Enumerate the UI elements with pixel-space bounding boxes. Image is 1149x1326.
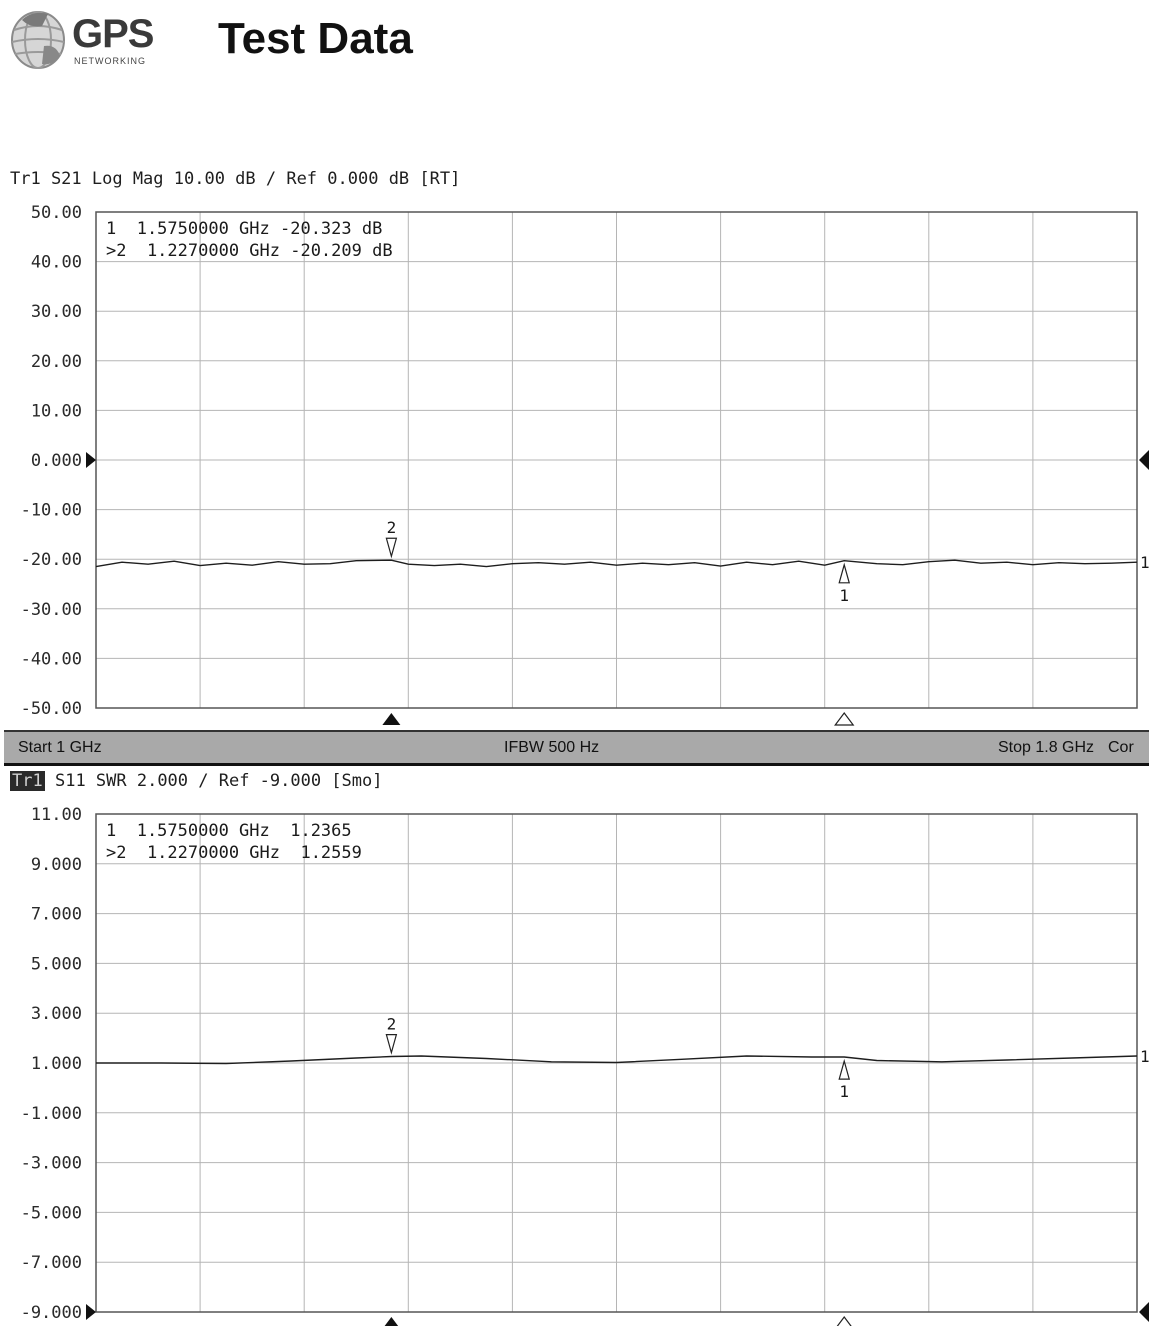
y-tick-label: -50.00	[21, 699, 82, 719]
y-tick-label: -20.00	[21, 550, 82, 570]
ref-level-arrow-left	[86, 1304, 96, 1320]
ifbw-value: IFBW 500 Hz	[504, 739, 600, 756]
y-tick-label: 20.00	[31, 352, 82, 372]
y-tick-label: 1.000	[31, 1054, 82, 1074]
marker-readout: 1 1.5750000 GHz -20.323 dB	[106, 219, 382, 239]
page-title: Test Data	[218, 14, 413, 63]
marker-2-triangle	[385, 1034, 398, 1055]
globe-logo-icon	[11, 11, 65, 69]
trace1-header: Tr1 S21 Log Mag 10.00 dB / Ref 0.000 dB …	[10, 169, 461, 189]
page-header: GPS NETWORKING Test Data	[0, 0, 1149, 110]
ref-level-arrow-left	[86, 452, 96, 468]
y-tick-label: -30.00	[21, 600, 82, 620]
logo-wordmark: GPS	[72, 12, 154, 56]
marker-readout: >2 1.2270000 GHz -20.209 dB	[106, 241, 393, 261]
y-tick-label: -7.000	[21, 1253, 82, 1273]
marker-1-triangle	[838, 1058, 851, 1080]
grid	[95, 211, 1137, 709]
y-tick-label: -3.000	[21, 1154, 82, 1174]
logo-subtext: NETWORKING	[74, 56, 146, 66]
marker-1-axis-indicator	[836, 1316, 852, 1326]
y-tick-label: 7.000	[31, 905, 82, 925]
series-end-label: 1	[1140, 553, 1149, 572]
ref-level-arrow-right	[1139, 1302, 1149, 1322]
y-tick-label: 0.000	[31, 451, 82, 471]
y-tick-label: 30.00	[31, 302, 82, 322]
y-tick-label: 3.000	[31, 1004, 82, 1024]
y-tick-label: -5.000	[21, 1203, 82, 1223]
s11-swr-chart: 11.00 9.000 7.000 5.000 3.000 1.000 -1.000 -3.0…	[21, 805, 1149, 1326]
y-tick-label: -9.000	[21, 1303, 82, 1323]
series-line	[95, 559, 1138, 568]
series-end-label: 1	[1140, 1047, 1149, 1066]
series-line	[96, 1055, 1138, 1065]
trace-badge: Tr1	[10, 771, 45, 791]
marker-2-triangle	[385, 537, 398, 559]
y-tick-label: 11.00	[31, 805, 82, 825]
marker-readout: 1 1.5750000 GHz 1.2365	[106, 821, 352, 841]
y-tick-label: 9.000	[31, 855, 82, 875]
marker-2-label: 2	[387, 518, 397, 537]
ref-level-arrow-right	[1139, 450, 1149, 470]
s21-log-mag-chart: 50.00 40.00 30.00 20.00 10.00 0.000 -10.00 -20.…	[21, 203, 1149, 726]
trace2-header-text: S11 SWR 2.000 / Ref -9.000 [Smo]	[54, 771, 383, 791]
status-bar: Start 1 GHz IFBW 500 Hz Stop 1.8 GHz Cor	[4, 730, 1149, 766]
marker-2-axis-indicator	[384, 1317, 399, 1326]
y-tick-label: -1.000	[21, 1104, 82, 1124]
marker-1-label: 1	[839, 586, 849, 605]
y-tick-label: -40.00	[21, 649, 82, 669]
stop-frequency: Stop 1.8 GHz	[998, 739, 1095, 756]
y-tick-label: 40.00	[31, 253, 82, 273]
marker-1-axis-indicator	[834, 712, 855, 726]
marker-2-axis-indicator	[382, 713, 401, 725]
y-tick-label: -10.00	[21, 501, 82, 521]
marker-2-label: 2	[387, 1015, 397, 1034]
marker-1-triangle	[838, 562, 851, 584]
marker-readout: >2 1.2270000 GHz 1.2559	[106, 843, 362, 863]
marker-1-label: 1	[839, 1082, 849, 1101]
start-frequency: Start 1 GHz	[18, 739, 102, 756]
y-tick-label: 5.000	[31, 954, 82, 974]
y-tick-label: 10.00	[31, 401, 82, 421]
correction-indicator: Cor	[1108, 739, 1134, 756]
trace2-header: Tr1 S11 SWR 2.000 / Ref -9.000 [Smo]	[10, 771, 383, 791]
y-tick-label: 50.00	[31, 203, 82, 223]
